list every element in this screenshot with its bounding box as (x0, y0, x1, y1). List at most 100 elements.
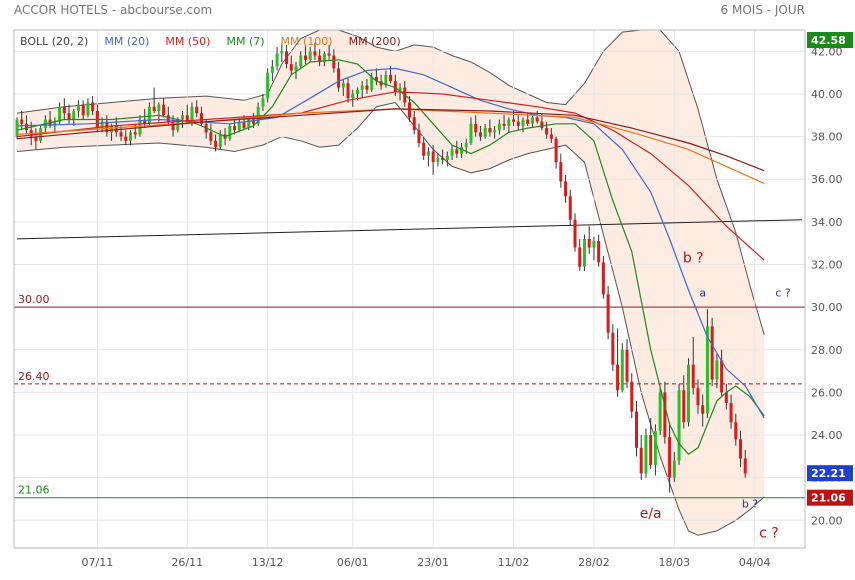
candle-body (237, 121, 241, 131)
candle-body (152, 106, 156, 112)
candle-body (691, 364, 695, 389)
candle-body (389, 74, 393, 82)
x-tick-label: 04/04 (739, 556, 771, 569)
candle-body (86, 102, 90, 116)
candle-body (393, 81, 397, 92)
candle-body (545, 128, 549, 135)
candle-body (218, 134, 222, 148)
candle-body (578, 247, 582, 267)
y-tick-label: 40.00 (811, 88, 843, 101)
candle-body (100, 121, 104, 129)
legend-item-3: MM (7) (226, 35, 264, 48)
x-tick-label: 13/12 (252, 556, 284, 569)
series-mm-200 (16, 108, 765, 172)
candle-body (58, 106, 62, 122)
candle-body (663, 392, 667, 438)
candle-body (114, 125, 118, 133)
candle-body (341, 83, 345, 88)
candle-body (587, 238, 591, 248)
y-tick-label: 20.00 (811, 514, 843, 527)
candle-body (729, 403, 733, 423)
candle-body (530, 117, 534, 124)
candle-body (568, 196, 572, 220)
candle-body (658, 392, 662, 431)
x-tick-label: 26/11 (171, 556, 203, 569)
candle-body (110, 125, 114, 133)
price-tag-label-last: 22.21 (811, 467, 846, 480)
candle-body (251, 119, 255, 124)
candle-body (147, 106, 151, 124)
candle-body (209, 132, 213, 141)
bollinger-lower-line (16, 101, 765, 536)
candle-body (644, 435, 648, 474)
x-tick-label: 28/02 (578, 556, 610, 569)
y-tick-label: 28.00 (811, 344, 843, 357)
candle-body (332, 55, 336, 69)
candle-body (308, 51, 312, 60)
candle-body (597, 241, 601, 263)
candle-body (616, 364, 620, 391)
candle-body (337, 68, 341, 88)
candle-body (582, 238, 586, 267)
series-mm-7 (16, 59, 765, 455)
candle-body (431, 151, 435, 163)
candle-body (266, 72, 270, 99)
candle-body (322, 53, 326, 62)
candle-body (365, 85, 369, 90)
level-label-1: 26.40 (18, 370, 50, 383)
candle-body (384, 74, 388, 86)
price-tag-support (807, 489, 853, 506)
candle-body (247, 119, 251, 129)
candle-body (346, 83, 350, 99)
candle-body (285, 51, 289, 65)
candle-body (540, 121, 544, 129)
candle-body (653, 430, 657, 465)
series-mm-20 (16, 67, 765, 419)
candle-body (417, 130, 421, 143)
price-tag-label-support: 21.06 (811, 492, 846, 505)
candle-body (554, 138, 558, 163)
y-tick-label: 34.00 (811, 216, 843, 229)
annotation-1: a (699, 286, 706, 299)
candle-body (256, 106, 260, 124)
candle-body (469, 123, 473, 143)
candle-body (715, 360, 719, 380)
candle-body (76, 104, 80, 112)
candle-body (672, 460, 676, 478)
candle-body (696, 388, 700, 406)
y-tick-label: 42.00 (811, 45, 843, 58)
candle-body (181, 115, 185, 120)
candle-body (592, 241, 596, 248)
candle-body (370, 76, 374, 90)
candle-body (242, 121, 246, 129)
candle-body (460, 147, 464, 154)
legend-item-0: BOLL (20, 2) (20, 35, 88, 48)
candle-body (275, 53, 279, 67)
annotation-4: b ? (742, 497, 758, 510)
candle-body (559, 162, 563, 182)
candle-body (422, 142, 426, 156)
candle-body (20, 119, 24, 124)
candle-body (724, 392, 728, 404)
y-tick-label: 38.00 (811, 131, 843, 144)
candle-body (289, 64, 293, 71)
candle-body (620, 349, 624, 391)
candle-body (564, 181, 568, 197)
candle-body (639, 447, 643, 474)
candle-body (176, 119, 180, 131)
candle-body (682, 390, 686, 423)
candle-body (355, 89, 359, 94)
candle-body (162, 104, 166, 116)
candle-body (739, 439, 743, 459)
legend-item-5: MM (200) (349, 35, 401, 48)
candle-body (601, 262, 605, 295)
candle-body (280, 51, 284, 54)
bollinger-upper-line (16, 29, 765, 335)
y-tick-label: 24.00 (811, 429, 843, 442)
annotation-3: e/a (640, 506, 662, 522)
plot-frame (13, 29, 806, 549)
price-tag-top (807, 32, 853, 48)
candle-body (233, 125, 237, 131)
candle-body (157, 104, 161, 112)
